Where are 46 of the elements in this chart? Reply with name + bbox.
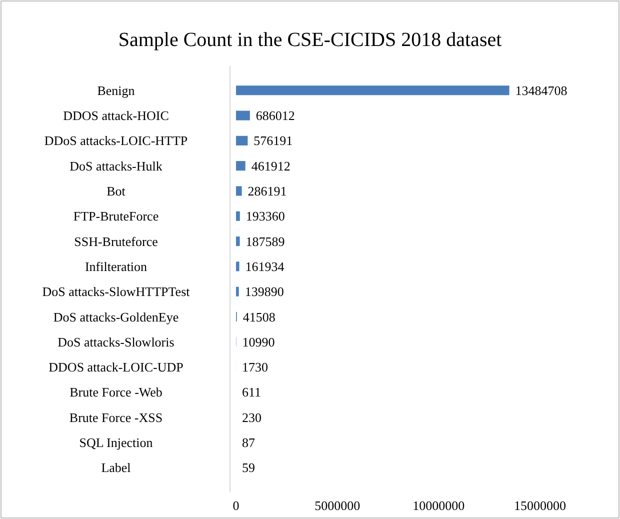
data-label: 230: [242, 410, 262, 425]
y-tick-label: DoS attacks-Slowloris: [58, 334, 174, 350]
x-tick-label: 5000000: [314, 498, 360, 513]
y-tick-label: DDoS attacks-LOIC-HTTP: [44, 133, 188, 148]
data-label: 139890: [244, 284, 284, 300]
data-label: 461912: [251, 158, 290, 174]
bar: [236, 211, 240, 221]
data-label: 87: [242, 435, 256, 450]
y-tick-label: Brute Force -XSS: [69, 410, 163, 425]
y-tick-label: DDOS attack-LOIC-UDP: [48, 360, 184, 375]
data-label: 41508: [242, 309, 276, 324]
y-tick-label: SQL Injection: [79, 435, 154, 450]
y-tick-label: DDOS attack-HOIC: [63, 108, 169, 124]
data-label: 286191: [248, 184, 287, 199]
y-tick-label: DoS attacks-SlowHTTPTest: [42, 284, 190, 300]
data-label: 187589: [246, 234, 285, 249]
y-tick-label: Benign: [97, 82, 136, 98]
x-tick-label: 10000000: [412, 498, 465, 513]
bar: [236, 86, 510, 96]
x-tick-label: 15000000: [514, 498, 566, 513]
y-tick-label: Infilteration: [84, 258, 148, 274]
bar: [236, 186, 242, 196]
data-label: 611: [242, 384, 262, 400]
y-tick-label: Brute Force -Web: [70, 384, 162, 400]
bar: [236, 161, 246, 171]
bar: [236, 136, 248, 146]
y-tick-label: SSH-Bruteforce: [74, 234, 158, 249]
bar: [236, 236, 240, 246]
x-tick-label: 0: [232, 498, 240, 513]
data-label: 193360: [246, 208, 285, 224]
bar: [236, 262, 240, 272]
chart-title: Sample Count in the CSE-CICIDS 2018 dataset: [118, 29, 502, 51]
data-label: 10990: [242, 334, 275, 350]
y-tick-label: Bot: [106, 184, 126, 199]
y-tick-label: DoS attacks-Hulk: [70, 158, 163, 174]
data-label: 13484708: [515, 82, 568, 98]
data-label: 576191: [254, 133, 293, 148]
data-label: 161934: [245, 258, 285, 274]
bar: [236, 286, 239, 296]
y-tick-label: FTP-BruteForce: [73, 208, 159, 224]
bar: [236, 110, 250, 120]
y-tick-label: DoS attacks-GoldenEye: [53, 309, 179, 324]
y-tick-label: Label: [101, 460, 132, 476]
data-label: 59: [242, 460, 255, 476]
data-label: 1730: [242, 360, 268, 375]
data-label: 686012: [256, 108, 295, 124]
